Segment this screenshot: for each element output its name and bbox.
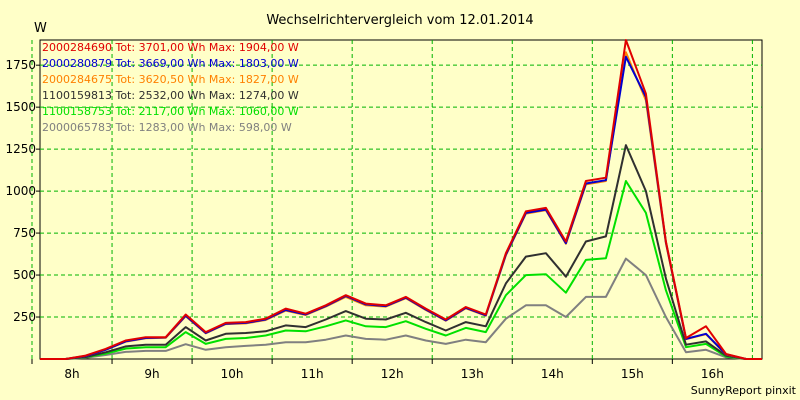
- y-tick-label: 250: [13, 310, 36, 324]
- series-line-2000065783: [40, 257, 762, 360]
- y-tick-label: 500: [13, 268, 36, 282]
- series-group: [40, 39, 762, 360]
- x-tick-label: 9h: [144, 367, 159, 381]
- legend-entry-2000065783: 2000065783 Tot: 1283,00 Wh Max: 598,00 W: [42, 121, 292, 134]
- y-tick-label: 1500: [5, 100, 36, 114]
- series-line-2000284690: [40, 39, 762, 360]
- legend-entry-1100158753: 1100158753 Tot: 2117,00 Wh Max: 1060,00 …: [42, 105, 299, 118]
- plot-area: [39, 39, 763, 360]
- x-tick-label: 10h: [221, 367, 244, 381]
- legend-entry-2000284675: 2000284675 Tot: 3620,50 Wh Max: 1827,00 …: [42, 73, 299, 86]
- y-tick-label: 1000: [5, 184, 36, 198]
- x-tick-label: 15h: [621, 367, 644, 381]
- x-tick-label: 8h: [64, 367, 79, 381]
- x-tick-label: 13h: [461, 367, 484, 381]
- x-tick-label: 16h: [701, 367, 724, 381]
- legend: 2000284690 Tot: 3701,00 Wh Max: 1904,00 …: [42, 41, 299, 134]
- series-line-1100158753: [40, 180, 762, 360]
- x-tick-label: 14h: [541, 367, 564, 381]
- legend-entry-2000284690: 2000284690 Tot: 3701,00 Wh Max: 1904,00 …: [42, 41, 299, 54]
- plot-frame: [39, 39, 763, 360]
- x-axis: 8h 9h 10h 11h 12h 13h 14h 15h 16h: [31, 359, 724, 381]
- y-tick-label: 1250: [5, 142, 36, 156]
- x-tick-label: 11h: [301, 367, 324, 381]
- footer-credit: SunnyReport pinxit: [691, 384, 797, 397]
- series-line-1100159813: [40, 144, 762, 360]
- y-tick-label: 750: [13, 226, 36, 240]
- legend-entry-2000280879: 2000280879 Tot: 3669,00 Wh Max: 1803,00 …: [42, 57, 299, 70]
- grid-lines: [31, 40, 762, 359]
- y-axis-unit: W: [34, 21, 47, 36]
- chart-title: Wechselrichtervergleich vom 12.01.2014: [266, 13, 533, 28]
- y-tick-label: 1750: [5, 58, 36, 72]
- x-tick-label: 12h: [381, 367, 404, 381]
- legend-entry-1100159813: 1100159813 Tot: 2532,00 Wh Max: 1274,00 …: [42, 89, 299, 102]
- y-axis: 250 500 750 1000 1250 1500 1750: [5, 58, 40, 324]
